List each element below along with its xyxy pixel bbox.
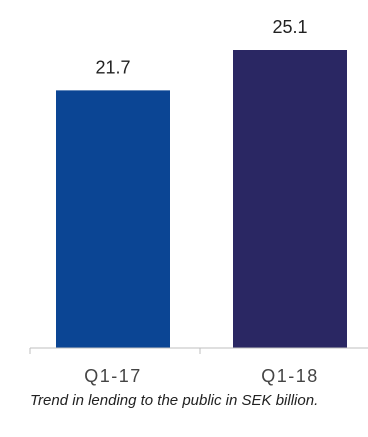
bars-group [56, 50, 347, 349]
value-label: 25.1 [272, 17, 307, 37]
bar-chart: 21.7 25.1 Q1-17 Q1-18 [29, 17, 368, 386]
bar-Q1-17 [56, 90, 170, 349]
category-labels-group: Q1-17 Q1-18 [84, 366, 319, 386]
value-labels-group: 21.7 25.1 [95, 17, 307, 77]
value-label: 21.7 [95, 57, 130, 77]
category-label: Q1-17 [84, 366, 142, 386]
category-label: Q1-18 [261, 366, 319, 386]
bar-Q1-18 [233, 50, 347, 348]
chart-caption: Trend in lending to the public in SEK bi… [30, 392, 319, 409]
